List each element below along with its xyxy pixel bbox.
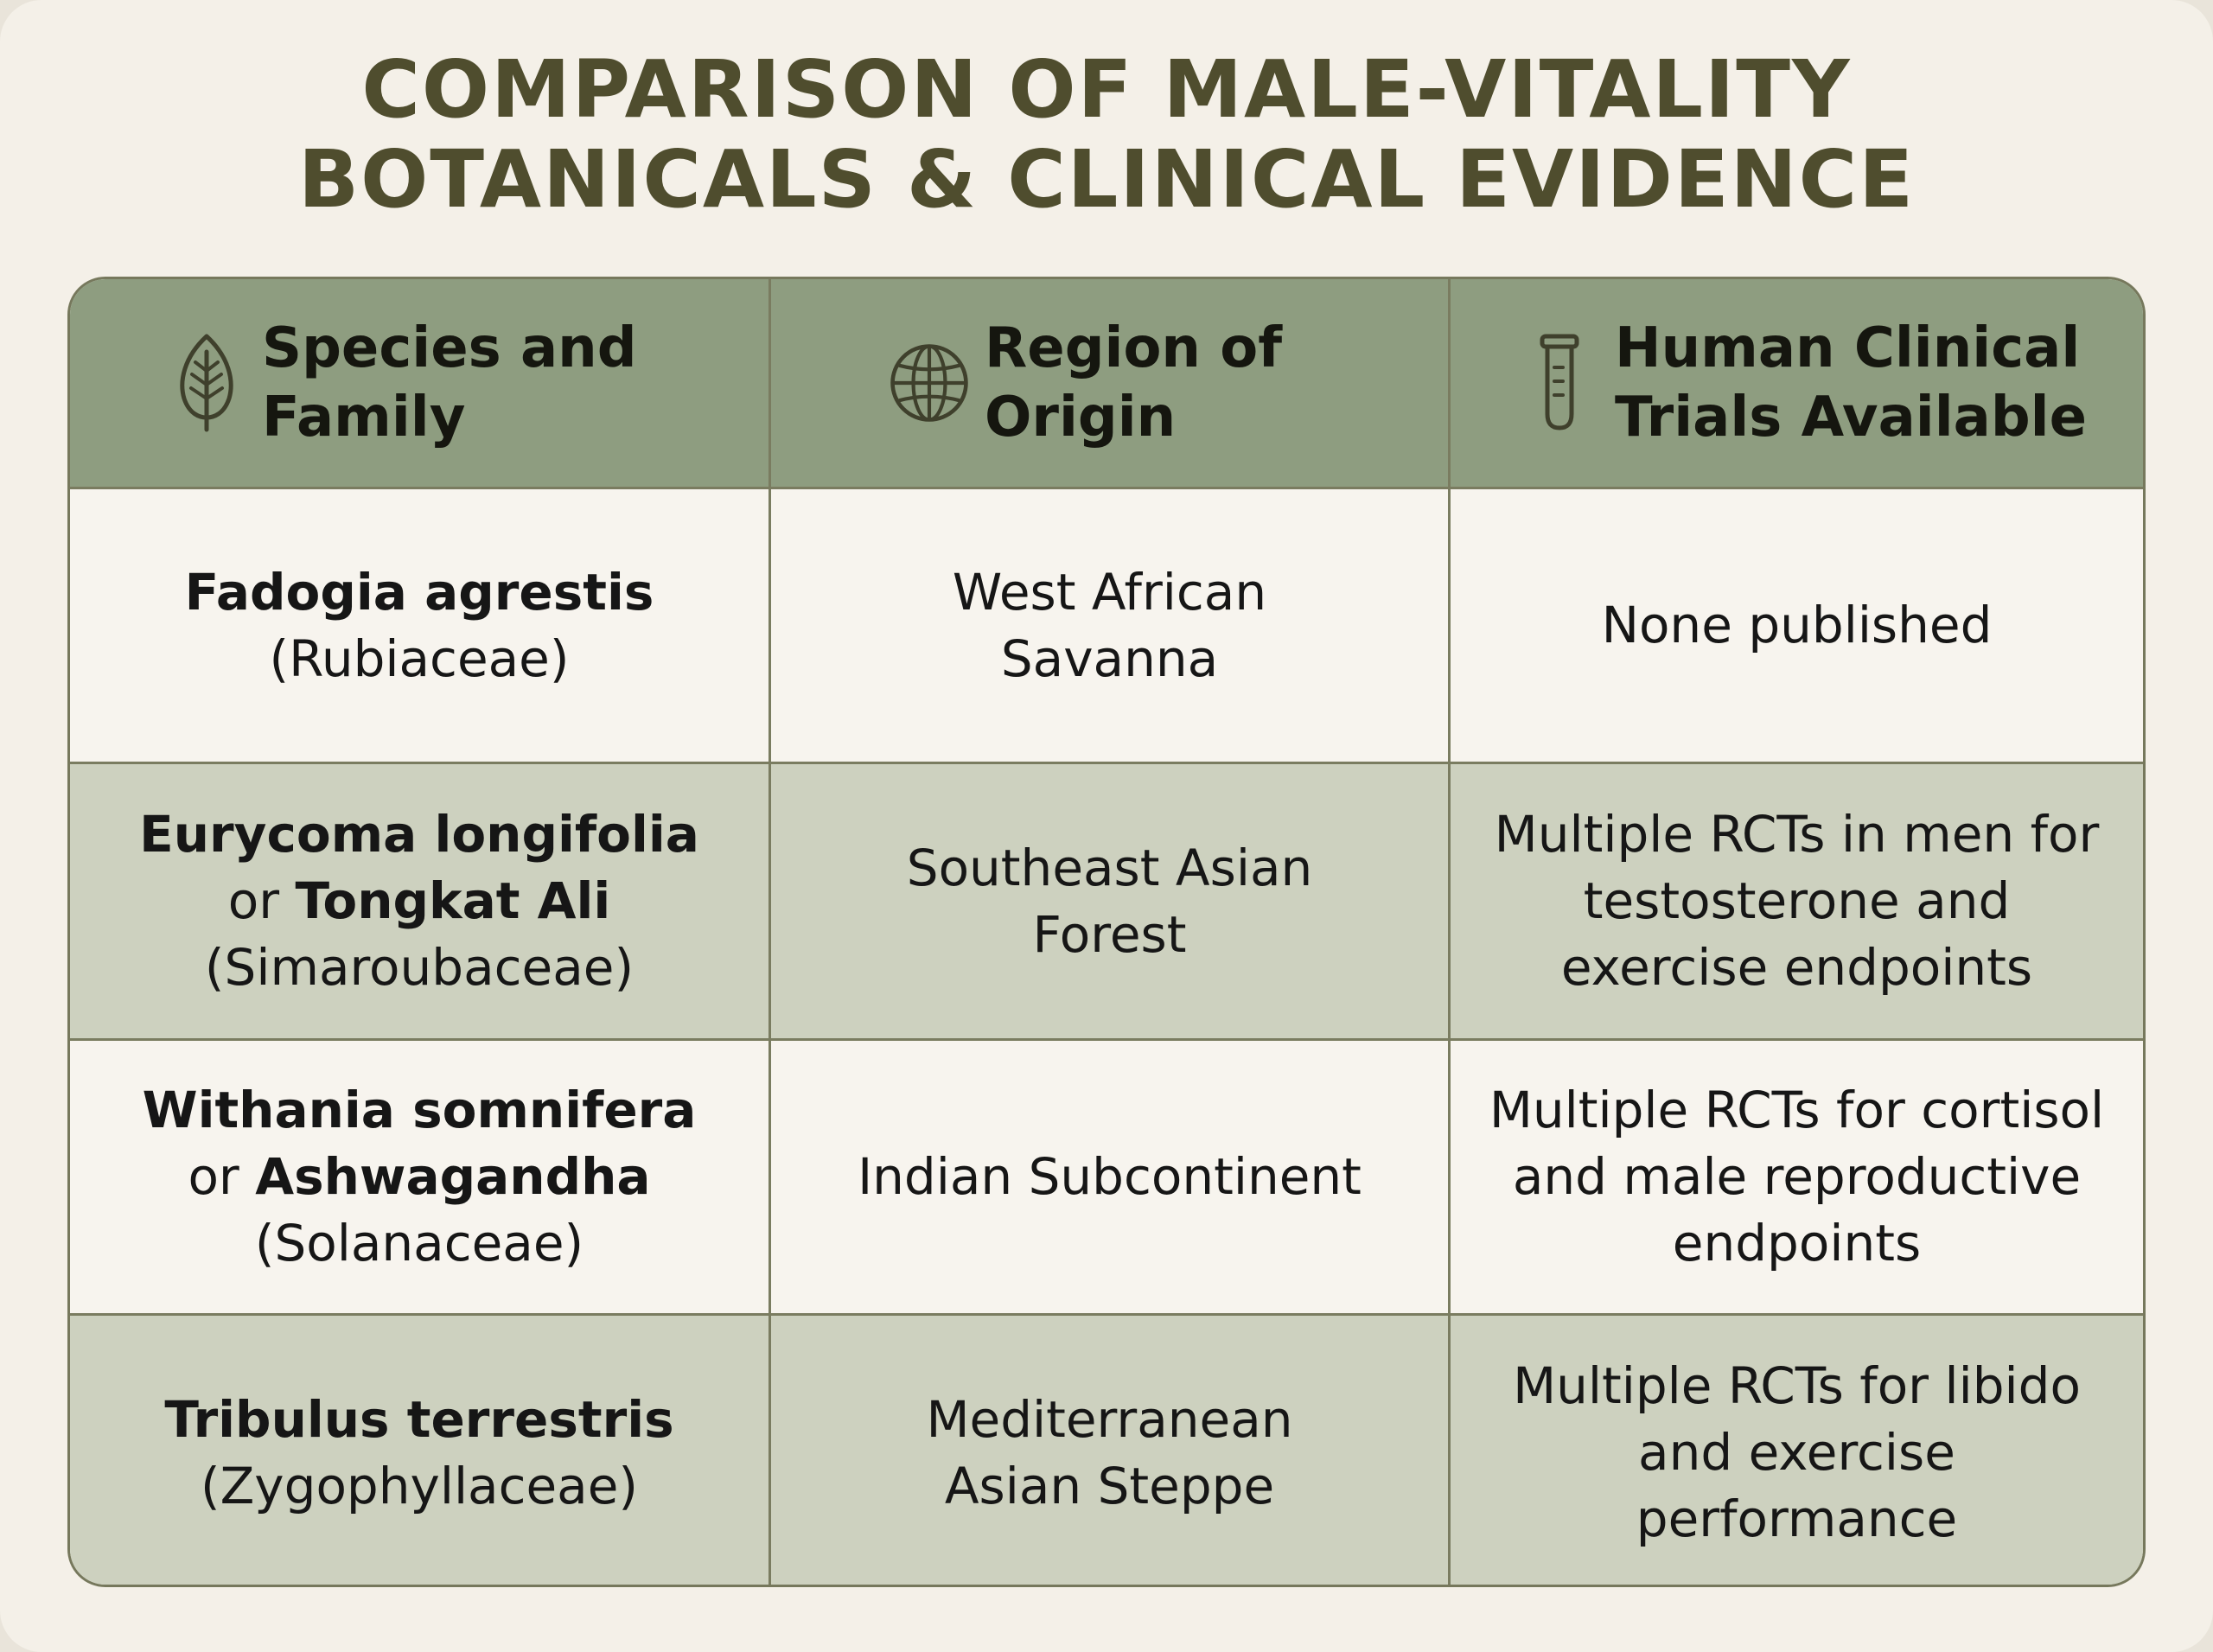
- species-connector: or: [227, 871, 280, 930]
- trials-line-2: and exercise: [1638, 1423, 1955, 1482]
- page-title: COMPARISON OF MALE-VITALITY BOTANICALS &…: [0, 45, 2213, 225]
- header-trials-line-2: Trials Available: [1615, 386, 2087, 450]
- comparison-table: Species and Family Region of Orig: [67, 277, 2146, 1587]
- leaf-icon: [165, 331, 248, 435]
- region-cell: Mediterranean Asian Steppe: [768, 1316, 1448, 1585]
- species-name: Eurycoma longifolia: [139, 805, 699, 864]
- trials-line-1: None published: [1601, 596, 1993, 654]
- species-connector: or: [188, 1147, 239, 1206]
- region-line-1: Indian Subcontinent: [858, 1147, 1362, 1206]
- header-region-origin: Region of Origin: [768, 279, 1448, 487]
- region-line-1: Mediterranean: [926, 1389, 1293, 1449]
- title-line-1: COMPARISON OF MALE-VITALITY: [361, 43, 1852, 136]
- table-row: Withania somnifera or Ashwagandha (Solan…: [70, 1038, 2143, 1313]
- region-cell: Indian Subcontinent: [768, 1041, 1448, 1313]
- species-family: (Zygophyllaceae): [200, 1456, 639, 1515]
- table-header-row: Species and Family Region of Orig: [70, 279, 2143, 487]
- trials-line-3: endpoints: [1672, 1214, 1922, 1272]
- header-clinical-trials: Human Clinical Trials Available: [1448, 279, 2143, 487]
- species-family: (Simaroubaceae): [204, 938, 635, 997]
- table-row: Eurycoma longifolia or Tongkat Ali (Sima…: [70, 762, 2143, 1038]
- trials-line-2: testosterone and: [1583, 871, 2011, 930]
- globe-icon: [888, 331, 971, 435]
- region-cell: West African Savanna: [768, 489, 1448, 762]
- header-trials-line-1: Human Clinical: [1615, 316, 2081, 380]
- header-region-line-1: Region of: [985, 316, 1283, 380]
- trials-line-3: performance: [1636, 1489, 1958, 1548]
- table-row: Tribulus terrestris (Zygophyllaceae) Med…: [70, 1313, 2143, 1585]
- region-line-2: Asian Steppe: [944, 1456, 1275, 1515]
- region-cell: Southeast Asian Forest: [768, 764, 1448, 1038]
- title-line-2: BOTANICALS & CLINICAL EVIDENCE: [297, 133, 1916, 226]
- trials-line-1: Multiple RCTs in men for: [1494, 805, 2100, 864]
- species-cell: Fadogia agrestis (Rubiaceae): [70, 489, 768, 762]
- species-common-name: Tongkat Ali: [295, 871, 611, 930]
- species-family: (Rubiaceae): [269, 628, 570, 688]
- species-common-line: or Tongkat Ali: [139, 868, 699, 934]
- trials-cell: Multiple RCTs for libido and exercise pe…: [1448, 1316, 2143, 1585]
- species-family: (Solanaceae): [254, 1214, 584, 1272]
- trials-line-2: and male reproductive: [1512, 1147, 2082, 1206]
- species-cell: Eurycoma longifolia or Tongkat Ali (Sima…: [70, 764, 768, 1038]
- trials-cell: None published: [1448, 489, 2143, 762]
- species-cell: Withania somnifera or Ashwagandha (Solan…: [70, 1041, 768, 1313]
- trials-cell: Multiple RCTs for cortisol and male repr…: [1448, 1041, 2143, 1313]
- test-tube-icon: [1518, 331, 1601, 435]
- species-name: Tribulus terrestris: [164, 1389, 674, 1449]
- species-cell: Tribulus terrestris (Zygophyllaceae): [70, 1316, 768, 1585]
- region-line-2: Forest: [1032, 904, 1187, 964]
- species-common-name: Ashwagandha: [255, 1147, 651, 1206]
- table-row: Fadogia agrestis (Rubiaceae) West Africa…: [70, 487, 2143, 762]
- header-species-line-2: Family: [262, 386, 466, 450]
- region-line-2: Savanna: [1000, 628, 1219, 688]
- region-line-1: Southeast Asian: [906, 838, 1313, 897]
- species-common-line: or Ashwagandha: [143, 1144, 697, 1210]
- trials-line-3: exercise endpoints: [1560, 938, 2033, 997]
- trials-line-1: Multiple RCTs for libido: [1513, 1356, 2081, 1415]
- header-region-line-2: Origin: [985, 386, 1177, 450]
- header-species-line-1: Species and: [262, 316, 637, 380]
- header-species-family: Species and Family: [70, 279, 768, 487]
- trials-cell: Multiple RCTs in men for testosterone an…: [1448, 764, 2143, 1038]
- trials-line-1: Multiple RCTs for cortisol: [1489, 1081, 2105, 1139]
- region-line-1: West African: [952, 562, 1267, 622]
- species-name: Fadogia agrestis: [184, 562, 654, 622]
- species-name: Withania somnifera: [142, 1081, 697, 1139]
